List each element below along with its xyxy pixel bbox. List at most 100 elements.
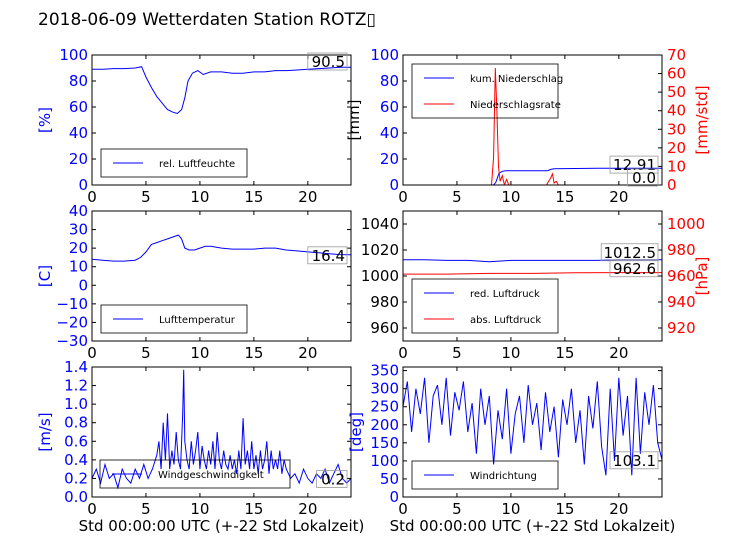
value-box-label: 1012.5 [604, 244, 657, 262]
legend: Windrichtung [411, 460, 559, 490]
value-box [609, 155, 659, 174]
y-tick-label-right: 1000 [667, 215, 705, 233]
x-tick-label: 0 [398, 500, 408, 518]
y-tick-label: 300 [370, 380, 399, 398]
y-tick-label: −30 [56, 332, 88, 350]
legend-entry: red. Luftdruck [470, 289, 540, 300]
legend-frame [100, 148, 248, 178]
y-axis-label: [mm] [345, 100, 363, 141]
legend: kum. Niederschlag Niederschlagsrate [411, 63, 563, 119]
y-axis-label-right: [hPa] [693, 257, 711, 296]
y-tick-label-right: 70 [667, 46, 686, 64]
x-tick-label: 10 [501, 344, 520, 362]
legend-frame [100, 304, 248, 334]
y-tick-label: 0.8 [64, 414, 88, 432]
y-tick-label: 0 [389, 176, 399, 194]
series-line-rain-0 [403, 167, 662, 185]
series-line-winddirection-0 [403, 377, 662, 476]
y-axis-label: [deg] [347, 412, 365, 452]
x-axis-label: Std 00:00:00 UTC (+-22 Std Lokalzeit) [390, 517, 676, 535]
panel-humidity: 0 5 10 15 20 0 20 40 60 80 100 [%] rel. Luftfeuchte 9… [36, 46, 352, 206]
value-box-label: 962.6 [613, 260, 656, 278]
axes-frame [91, 366, 352, 498]
legend-entry: kum. Niederschlag [470, 74, 563, 85]
x-tick-label: 5 [452, 188, 462, 206]
legend-entry: Lufttemperatur [159, 315, 236, 326]
page-title: 2018-06-09 Wetterdaten Station ROTZ▯ [38, 10, 376, 30]
y-tick-label-right: 980 [667, 241, 696, 259]
x-tick-label: 5 [452, 500, 462, 518]
x-tick-label: 15 [244, 500, 263, 518]
x-tick-label: 0 [398, 344, 408, 362]
y-tick-label: 1020 [361, 241, 399, 259]
x-tick-label: 15 [555, 500, 574, 518]
axes-frame [402, 54, 663, 186]
value-box [600, 243, 659, 262]
series-line-temperature-0 [92, 234, 351, 262]
y-tick-label: −10 [56, 295, 88, 313]
legend-frame [411, 460, 559, 490]
y-tick-label: 0.4 [64, 451, 88, 469]
panel-pressure: 0 5 10 15 20 960 980 1000 1020 1040 920 940 960 980 10… [361, 210, 711, 362]
x-axis-label: Std 00:00:00 UTC (+-22 Std Lokalzeit) [79, 517, 365, 535]
legend-entry: Niederschlagsrate [470, 100, 561, 111]
legend: rel. Luftfeuchte [100, 148, 248, 178]
x-tick-label: 10 [190, 500, 209, 518]
series-line-pressure-1 [403, 272, 662, 275]
y-tick-label-right: 20 [667, 139, 686, 157]
y-tick-label: 100 [370, 46, 399, 64]
y-tick-label: 200 [370, 416, 399, 434]
y-tick-label: 0 [78, 276, 88, 294]
y-tick-label: 1.0 [64, 395, 88, 413]
value-box-label: 0.0 [632, 169, 656, 187]
y-tick-label-right: 0 [667, 176, 677, 194]
y-axis-label: [C] [36, 265, 54, 287]
y-tick-label-right: 940 [667, 293, 696, 311]
x-tick-label: 5 [452, 344, 462, 362]
value-box-label: 16.4 [312, 247, 345, 265]
panel-windspeed: 0 5 10 15 200.00.20.40.60.81.01.21.4[m/s]Std… [36, 358, 364, 535]
axes-frame [91, 210, 352, 342]
x-tick-label: 10 [501, 500, 520, 518]
legend-entry: Windrichtung [470, 471, 537, 482]
y-tick-label: −20 [56, 313, 88, 331]
legend-entry: rel. Luftfeuchte [159, 159, 235, 170]
y-tick-label: 1.4 [64, 358, 88, 376]
x-tick-label: 0 [398, 188, 408, 206]
y-tick-label: 20 [69, 239, 88, 257]
value-box-label: 0.2 [321, 470, 345, 488]
y-tick-label-right: 10 [667, 157, 686, 175]
value-box-label: 103.1 [613, 452, 656, 470]
value-box [609, 259, 659, 278]
x-tick-label: 20 [609, 188, 628, 206]
y-axis-label: [m/s] [36, 412, 54, 451]
y-tick-label: 30 [69, 221, 88, 239]
x-tick-label: 10 [501, 188, 520, 206]
y-tick-label: 20 [380, 150, 399, 168]
x-tick-label: 20 [298, 344, 317, 362]
y-tick-label: 980 [370, 293, 399, 311]
value-box-label: 12.91 [613, 156, 656, 174]
y-tick-label: 0.2 [64, 469, 88, 487]
legend-frame [99, 459, 291, 489]
y-tick-label: 100 [59, 46, 88, 64]
y-tick-label: 960 [370, 319, 399, 337]
series-line-humidity-0 [92, 66, 351, 115]
y-tick-label: 0 [389, 488, 399, 506]
x-tick-label: 20 [609, 344, 628, 362]
x-tick-label: 5 [141, 344, 151, 362]
y-axis-label: [%] [36, 107, 54, 133]
y-tick-label: 1000 [361, 267, 399, 285]
y-tick-label: 20 [69, 150, 88, 168]
axes-frame [402, 366, 663, 498]
x-tick-label: 20 [298, 188, 317, 206]
x-tick-label: 0 [87, 188, 97, 206]
y-tick-label: 80 [380, 72, 399, 90]
value-box [307, 52, 348, 71]
y-tick-label: 0.0 [64, 488, 88, 506]
y-tick-label: 150 [370, 434, 399, 452]
value-box [609, 451, 659, 470]
x-tick-label: 10 [190, 344, 209, 362]
legend-entry: abs. Luftdruck [470, 315, 541, 326]
y-tick-label-right: 40 [667, 102, 686, 120]
